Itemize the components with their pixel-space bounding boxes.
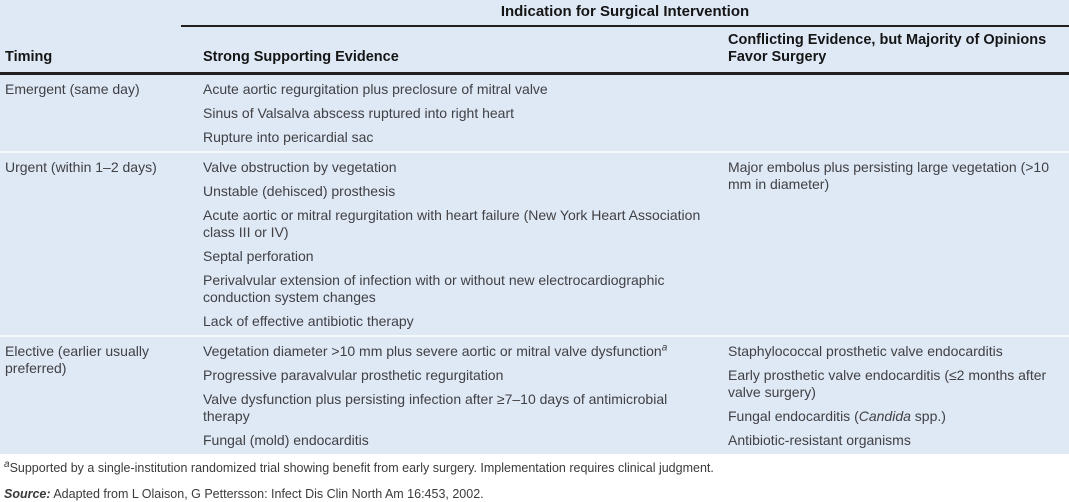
text-segment: Fungal (mold) endocarditis xyxy=(203,432,369,448)
text-segment: Antibiotic-resistant organisms xyxy=(728,432,911,448)
evidence-item: Valve obstruction by vegetation xyxy=(203,159,709,176)
text-segment: Perivalvular extension of infection with… xyxy=(203,272,665,305)
evidence-item: Elective (earlier usually preferred) xyxy=(5,343,184,377)
evidence-item: Acute aortic regurgitation plus preclosu… xyxy=(203,81,709,98)
table-row: Elective (earlier usually preferred) Vege… xyxy=(0,335,1069,454)
evidence-item: Lack of effective antibiotic therapy xyxy=(203,313,709,330)
text-segment: Acute aortic or mitral regurgitation wit… xyxy=(203,207,701,240)
evidence-item: Unstable (dehisced) prosthesis xyxy=(203,183,709,200)
evidence-item: Sinus of Valsalva abscess ruptured into … xyxy=(203,105,709,122)
text-segment: Fungal endocarditis ( xyxy=(728,408,859,424)
text-segment: Rupture into pericardial sac xyxy=(203,129,374,145)
text-segment: a xyxy=(4,458,10,470)
text-segment: Urgent (within 1–2 days) xyxy=(5,159,157,175)
evidence-item: Progressive paravalvular prosthetic regu… xyxy=(203,367,709,384)
column-header-timing: Timing xyxy=(5,49,53,65)
evidence-item: Vegetation diameter >10 mm plus severe a… xyxy=(203,343,709,360)
text-segment: Septal perforation xyxy=(203,248,314,264)
timing-cell: Elective (earlier usually preferred) xyxy=(0,337,198,454)
timing-cell: Urgent (within 1–2 days) xyxy=(0,153,198,335)
text-segment: Unstable (dehisced) prosthesis xyxy=(203,183,396,199)
text-segment: Sinus of Valsalva abscess ruptured into … xyxy=(203,105,515,121)
text-segment: Valve obstruction by vegetation xyxy=(203,159,397,175)
table-row: Emergent (same day) Acute aortic regurgit… xyxy=(0,75,1069,151)
text-segment: spp.) xyxy=(910,408,946,424)
evidence-item: Septal perforation xyxy=(203,248,709,265)
text-segment: Staphylococcal prosthetic valve endocard… xyxy=(728,343,1003,359)
text-segment: a xyxy=(661,342,668,354)
table-body: Emergent (same day) Acute aortic regurgit… xyxy=(0,75,1069,454)
table-title-band: Indication for Surgical Intervention xyxy=(0,0,1069,27)
strong-evidence-cell: Vegetation diameter >10 mm plus severe a… xyxy=(198,337,723,454)
evidence-item: Major embolus plus persisting large vege… xyxy=(728,159,1055,193)
source-line: Source: Adapted from L Olaison, G Petter… xyxy=(4,487,1061,502)
strong-evidence-cell: Acute aortic regurgitation plus preclosu… xyxy=(198,75,723,151)
evidence-item: Rupture into pericardial sac xyxy=(203,129,709,146)
evidence-item: Urgent (within 1–2 days) xyxy=(5,159,184,176)
table-header-row: Timing Strong Supporting Evidence Confli… xyxy=(0,27,1069,75)
table-row: Urgent (within 1–2 days) Valve obstructio… xyxy=(0,151,1069,335)
text-segment: Source: xyxy=(4,487,51,501)
column-header-conflicting-evidence: Conflicting Evidence, but Majority of Op… xyxy=(728,32,1047,65)
text-segment: Elective (earlier usually preferred) xyxy=(5,343,149,376)
surgical-indication-table: Indication for Surgical Intervention Tim… xyxy=(0,0,1069,454)
evidence-item: Fungal endocarditis (Candida spp.) xyxy=(728,408,1055,425)
evidence-item: Staphylococcal prosthetic valve endocard… xyxy=(728,343,1055,360)
evidence-item: Valve dysfunction plus persisting infect… xyxy=(203,391,709,425)
text-segment: Early prosthetic valve endocarditis (≤2 … xyxy=(728,367,1047,400)
text-segment: Progressive paravalvular prosthetic regu… xyxy=(203,367,504,383)
table-title: Indication for Surgical Intervention xyxy=(181,3,1069,27)
evidence-item: Fungal (mold) endocarditis xyxy=(203,432,709,449)
conflicting-evidence-cell: Staphylococcal prosthetic valve endocard… xyxy=(723,337,1069,454)
evidence-item: Emergent (same day) xyxy=(5,81,184,98)
text-segment: Acute aortic regurgitation plus preclosu… xyxy=(203,81,548,97)
text-segment: Emergent (same day) xyxy=(5,81,140,97)
conflicting-evidence-cell xyxy=(723,75,1069,151)
column-header-strong-evidence: Strong Supporting Evidence xyxy=(203,49,399,65)
table-footnotes: aSupported by a single-institution rando… xyxy=(0,454,1069,502)
text-segment: Lack of effective antibiotic therapy xyxy=(203,313,414,329)
text-segment: Candida xyxy=(858,408,911,424)
evidence-item: Antibiotic-resistant organisms xyxy=(728,432,1055,449)
text-segment: Valve dysfunction plus persisting infect… xyxy=(203,391,668,424)
timing-cell: Emergent (same day) xyxy=(0,75,198,151)
text-segment: Supported by a single-institution random… xyxy=(9,461,714,475)
evidence-item: Acute aortic or mitral regurgitation wit… xyxy=(203,207,709,241)
evidence-item: Early prosthetic valve endocarditis (≤2 … xyxy=(728,367,1055,401)
footnote: aSupported by a single-institution rando… xyxy=(4,458,1061,476)
text-segment: Major embolus plus persisting large vege… xyxy=(728,159,1050,192)
text-segment: Vegetation diameter >10 mm plus severe a… xyxy=(203,343,662,359)
evidence-item: Perivalvular extension of infection with… xyxy=(203,272,709,306)
strong-evidence-cell: Valve obstruction by vegetation Unstable … xyxy=(198,153,723,335)
text-segment: Adapted from L Olaison, G Pettersson: In… xyxy=(50,487,484,501)
conflicting-evidence-cell: Major embolus plus persisting large vege… xyxy=(723,153,1069,335)
